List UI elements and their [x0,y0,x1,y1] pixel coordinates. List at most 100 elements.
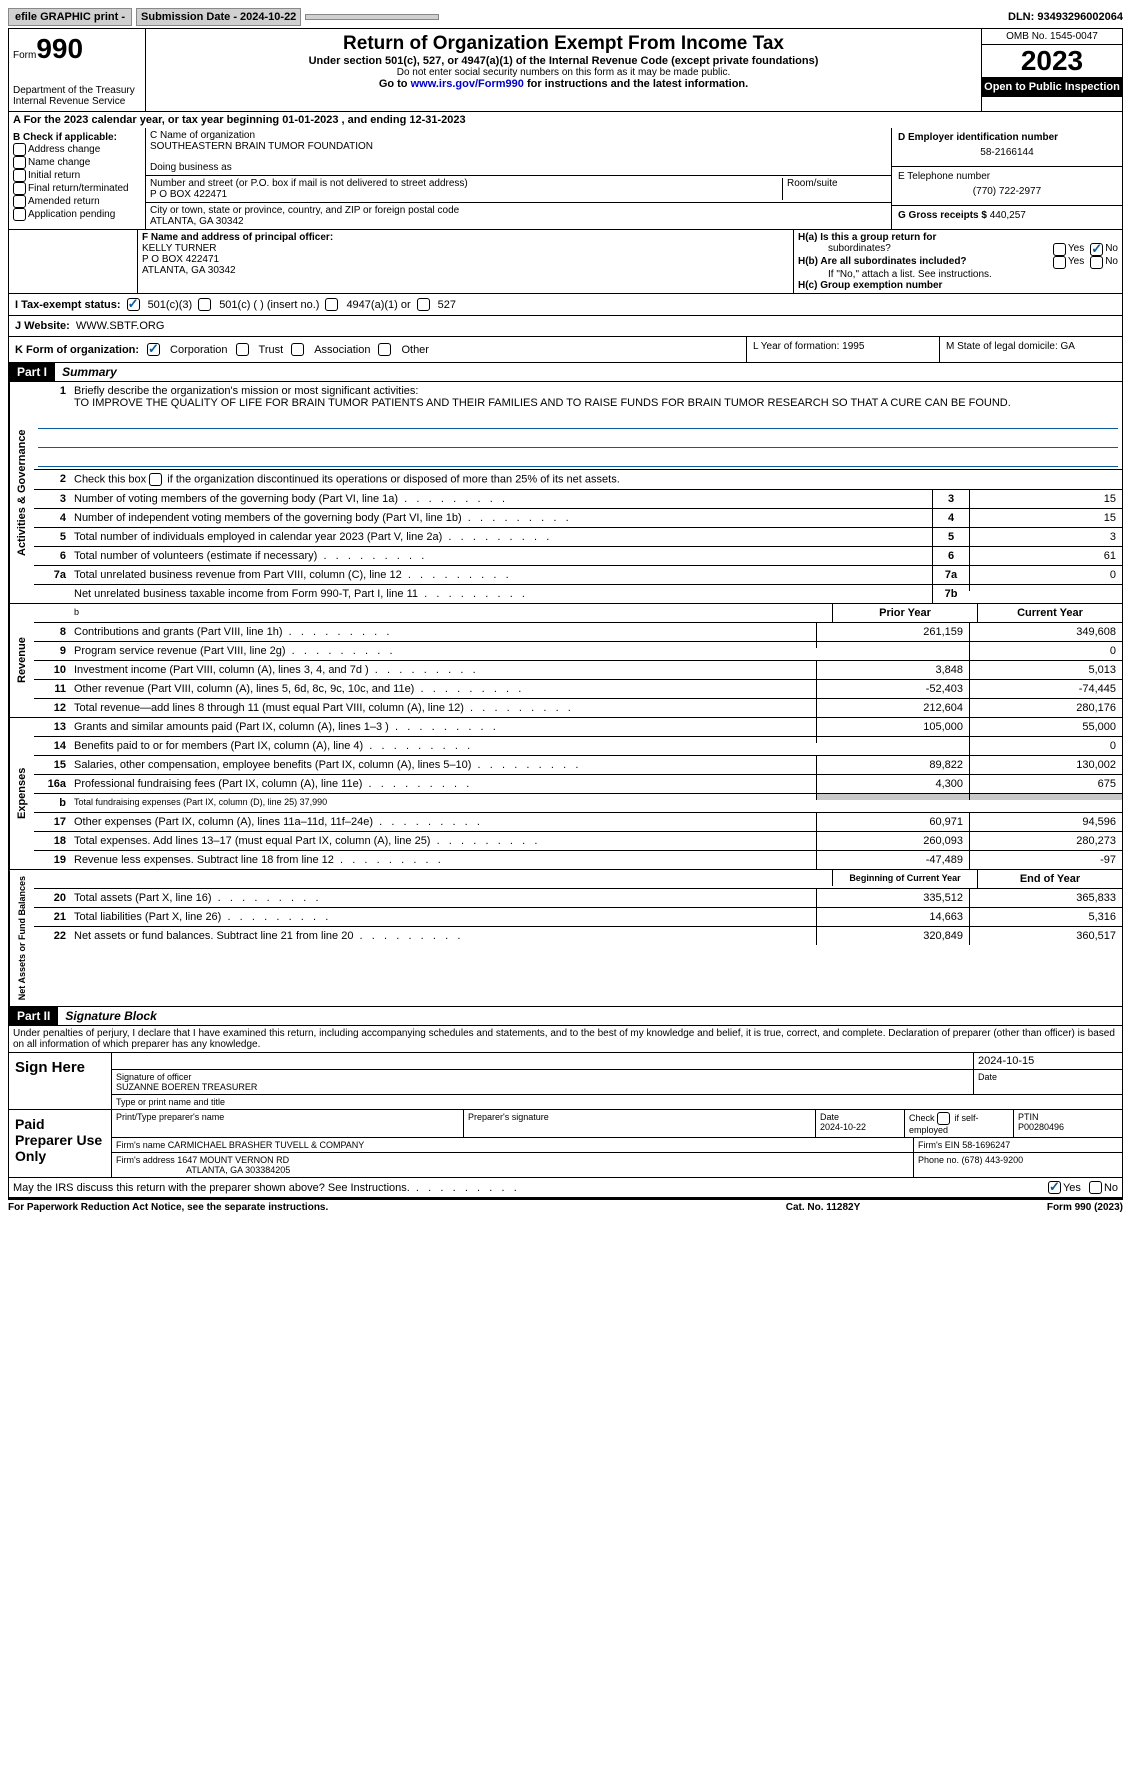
initial-return-checkbox[interactable] [13,169,26,182]
sig-date: 2024-10-15 [973,1053,1122,1069]
firm-addr2: ATLANTA, GA 303384205 [116,1165,290,1175]
box-h: H(a) Is this a group return for subordin… [793,230,1122,293]
final-return-label: Final return/terminated [28,183,129,194]
public-inspection: Open to Public Inspection [982,77,1122,97]
gross-value: 440,257 [990,210,1026,221]
form-header: Form990 Department of the Treasury Inter… [8,29,1123,112]
firm-phone-label: Phone no. [918,1155,962,1165]
part2-header: Part II [9,1007,58,1025]
box-d: D Employer identification number 58-2166… [891,128,1122,229]
hc-label: H(c) Group exemption number [798,280,942,291]
netasset-line: 20Total assets (Part X, line 16)335,5123… [34,889,1122,908]
assoc-checkbox[interactable] [291,343,304,356]
revenue-line: 9Program service revenue (Part VIII, lin… [34,642,1122,661]
hb-yes-checkbox[interactable] [1053,256,1066,269]
501c-checkbox[interactable] [198,298,211,311]
omb-number: OMB No. 1545-0047 [982,29,1122,45]
line2-checkbox[interactable] [149,473,162,486]
other-checkbox[interactable] [378,343,391,356]
ptin-value: P00280496 [1018,1122,1064,1132]
trust-label: Trust [259,344,284,356]
hb-label: H(b) Are all subordinates included? [798,256,967,267]
form-title: Return of Organization Exempt From Incom… [152,33,975,55]
corp-checkbox[interactable] [147,343,160,356]
state-domicile: M State of legal domicile: GA [939,337,1122,362]
discuss-yes-checkbox[interactable] [1048,1181,1061,1194]
netasset-line: 21Total liabilities (Part X, line 26)14,… [34,908,1122,927]
firm-ein-label: Firm's EIN [918,1140,962,1150]
hb-yes-label: Yes [1068,256,1084,269]
trust-checkbox[interactable] [236,343,249,356]
sign-here-label: Sign Here [9,1053,111,1109]
discuss-text: May the IRS discuss this return with the… [13,1182,1048,1194]
paid-preparer-label: Paid Preparer Use Only [9,1110,111,1177]
form-number: 990 [36,33,83,64]
form-subtitle: Under section 501(c), 527, or 4947(a)(1)… [152,55,975,67]
hb-no-checkbox[interactable] [1090,256,1103,269]
amended-checkbox[interactable] [13,195,26,208]
501c3-checkbox[interactable] [127,298,140,311]
expense-line: 13Grants and similar amounts paid (Part … [34,718,1122,737]
box-f: F Name and address of principal officer:… [138,230,793,293]
vert-expenses: Expenses [9,718,34,869]
footer-left: For Paperwork Reduction Act Notice, see … [8,1202,723,1213]
discuss-row: May the IRS discuss this return with the… [8,1178,1123,1198]
dept-label: Department of the Treasury [13,85,141,96]
box-f-label: F Name and address of principal officer: [142,232,789,243]
expense-line: 19Revenue less expenses. Subtract line 1… [34,851,1122,869]
footer-right: Form 990 (2023) [923,1202,1123,1213]
revenue-line: 11Other revenue (Part VIII, column (A), … [34,680,1122,699]
org-name-label: C Name of organization [150,130,887,141]
website-url: WWW.SBTF.ORG [76,320,165,332]
501c-label: 501(c) ( ) (insert no.) [219,299,319,311]
line2-rest: if the organization discontinued its ope… [164,473,620,485]
name-change-checkbox[interactable] [13,156,26,169]
prep-name-label: Print/Type preparer's name [111,1110,463,1137]
hb-no-label: No [1105,256,1118,269]
submission-date: Submission Date - 2024-10-22 [136,8,301,26]
501c3-label: 501(c)(3) [148,299,193,311]
goto-link[interactable]: www.irs.gov/Form990 [411,78,524,90]
discuss-no-checkbox[interactable] [1089,1181,1102,1194]
expense-line: bTotal fundraising expenses (Part IX, co… [34,794,1122,813]
expenses-section: Expenses 13Grants and similar amounts pa… [8,718,1123,870]
k-l-m-row: K Form of organization: Corporation Trus… [8,337,1123,363]
gross-label: G Gross receipts $ [898,210,990,221]
vert-revenue: Revenue [9,604,34,717]
part1-title: Summary [62,365,117,379]
form-left: Form990 Department of the Treasury Inter… [9,29,146,111]
officer-name: KELLY TURNER [142,243,789,254]
ha-no-checkbox[interactable] [1090,243,1103,256]
efile-button[interactable]: efile GRAPHIC print - [8,8,132,26]
spacer-button [305,14,439,20]
revenue-section: Revenue b Prior Year Current Year 8Contr… [8,604,1123,718]
f-h-row: F Name and address of principal officer:… [8,230,1123,294]
expense-line: 17Other expenses (Part IX, column (A), l… [34,813,1122,832]
self-emp-checkbox[interactable] [937,1112,950,1125]
form-word: Form [13,50,36,61]
netassets-section: Net Assets or Fund Balances Beginning of… [8,870,1123,1007]
final-return-checkbox[interactable] [13,182,26,195]
ha-no-label: No [1105,243,1118,256]
firm-addr1: 1647 MOUNT VERNON RD [177,1155,289,1165]
website-label: J Website: [15,320,70,332]
4947-checkbox[interactable] [325,298,338,311]
expense-line: 18Total expenses. Add lines 13–17 (must … [34,832,1122,851]
org-form-label: K Form of organization: [15,344,139,356]
hb-note: If "No," attach a list. See instructions… [798,269,1118,280]
begin-year-header: Beginning of Current Year [832,870,977,886]
prep-sig-label: Preparer's signature [463,1110,815,1137]
addr-change-checkbox[interactable] [13,143,26,156]
527-checkbox[interactable] [417,298,430,311]
dln-label: DLN: 93493296002064 [1008,11,1123,23]
summary-line: 6Total number of volunteers (estimate if… [34,547,1122,566]
ha-yes-checkbox[interactable] [1053,243,1066,256]
app-pending-label: Application pending [28,209,115,220]
corp-label: Corporation [170,344,227,356]
app-pending-checkbox[interactable] [13,208,26,221]
city-value: ATLANTA, GA 30342 [150,216,887,227]
name-change-label: Name change [28,157,90,168]
vert-netassets: Net Assets or Fund Balances [9,870,34,1006]
revenue-line: 10Investment income (Part VIII, column (… [34,661,1122,680]
activities-section: Activities & Governance 1 Briefly descri… [8,382,1123,604]
